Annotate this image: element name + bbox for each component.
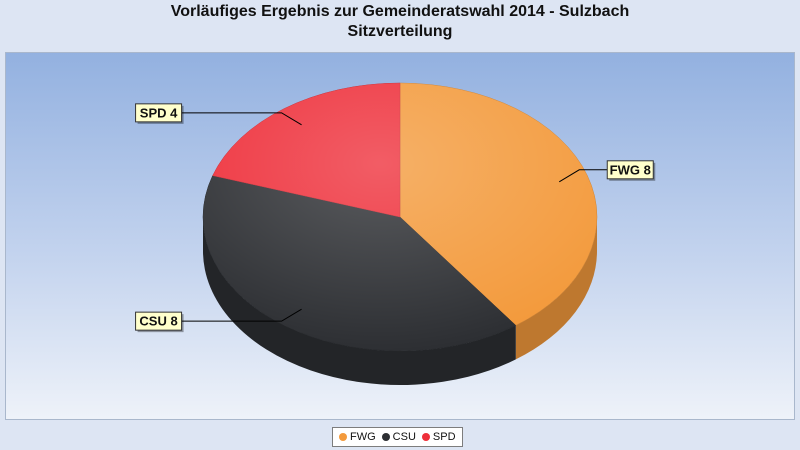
pie-side-fwg [515, 217, 597, 360]
legend-item-spd: SPD [421, 431, 456, 443]
data-label-csu: CSU 8 [139, 314, 177, 329]
legend-label: SPD [432, 431, 456, 443]
data-label-box [135, 311, 183, 331]
leader-line-fwg [558, 169, 608, 183]
data-label-box [135, 103, 183, 123]
pie-side-csu [203, 217, 516, 385]
chart-subtitle: Sitzverteilung [347, 23, 453, 40]
data-label-spd: SPD 4 [140, 105, 178, 120]
legend-label: CSU [392, 431, 416, 443]
legend-marker-icon [339, 433, 347, 441]
leader-line-csu [181, 308, 302, 322]
chart-title-block: Vorläufiges Ergebnis zur Gemeinderatswah… [0, 2, 800, 42]
data-label-box [606, 160, 654, 180]
pie-gloss [203, 83, 597, 351]
legend-label: FWG [350, 431, 376, 443]
legend-marker-icon [421, 433, 430, 441]
legend-item-fwg: FWG [339, 431, 376, 443]
legend-item-csu: CSU [381, 431, 416, 443]
data-label-fwg: FWG 8 [610, 162, 651, 177]
leader-line-spd [181, 112, 302, 126]
legend-marker-icon [381, 433, 390, 441]
chart-title: Vorläufiges Ergebnis zur Gemeinderatswah… [170, 3, 630, 20]
legend: FWG CSU SPD [332, 427, 463, 447]
